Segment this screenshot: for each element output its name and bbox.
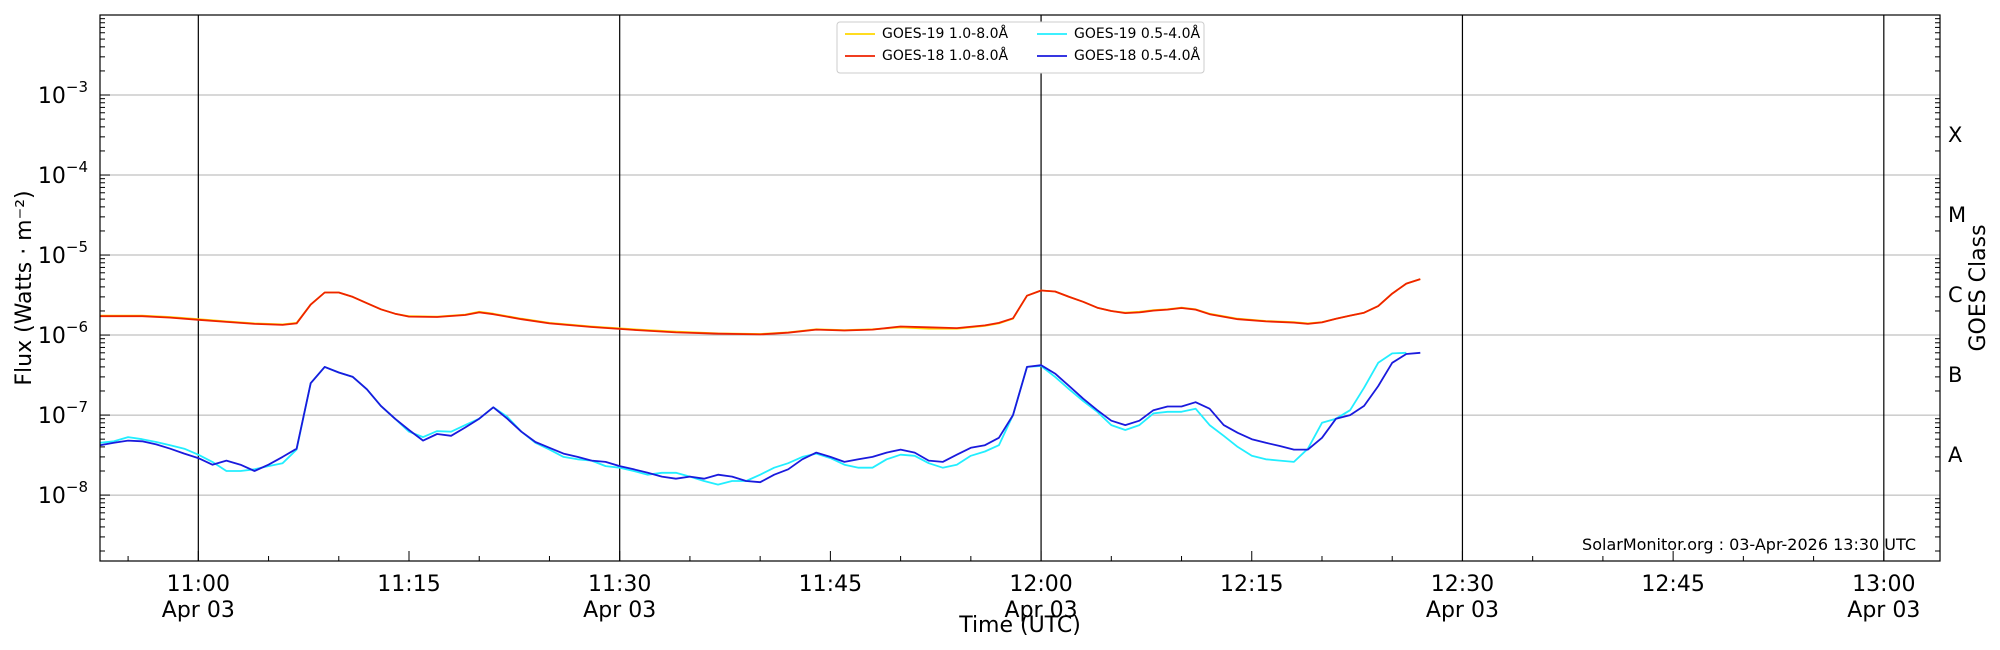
x-tick-date-label: Apr 03 [1847, 598, 1920, 623]
goes-class-label: C [1948, 283, 1963, 307]
y-tick-base: 10 [38, 404, 66, 429]
x-tick-label: 13:00 [1852, 572, 1915, 597]
y-tick-label: 10−7 [38, 398, 88, 429]
y-axis-title: Flux (Watts · m⁻²) [12, 190, 37, 385]
legend-entries: GOES-19 1.0-8.0Å GOES-18 1.0-8.0Å GOES-19 … [845, 25, 1200, 64]
legend-box [836, 21, 1205, 74]
y-tick-exponent: −4 [66, 158, 88, 176]
y-tick-base: 10 [38, 324, 66, 349]
goes-class-label: M [1948, 203, 1966, 227]
y-tick-label: 10−8 [38, 478, 88, 509]
series-line-3 [99, 351, 1407, 486]
series-line-2 [100, 278, 1421, 336]
y-tick-exponent: −3 [66, 78, 88, 96]
y-tick-label: 10−5 [38, 238, 88, 269]
series-line-4 [99, 351, 1421, 484]
credit-text: SolarMonitor.org : 03-Apr-2026 13:30 UTC [1582, 535, 1916, 554]
legend-label: GOES-18 1.0-8.0Å [882, 47, 1008, 64]
x-axis-title: Time (UTC) [958, 613, 1081, 638]
x-tick-label: 11:00 [167, 572, 230, 597]
y-tick-base: 10 [38, 164, 66, 189]
x-tick-label: 11:30 [588, 572, 651, 597]
y-tick-label: 10−3 [38, 78, 88, 109]
legend: GOES-19 1.0-8.0Å GOES-18 1.0-8.0Å GOES-19 … [836, 21, 1205, 74]
x-tick-label: 12:30 [1431, 572, 1494, 597]
y-tick-exponent: −7 [66, 398, 88, 416]
y-tick-base: 10 [38, 84, 66, 109]
series-layer [99, 278, 1421, 486]
goes-class-label: X [1948, 123, 1962, 147]
goes-class-label: B [1948, 363, 1962, 387]
y-tick-base: 10 [38, 484, 66, 509]
right-axis-title: GOES Class [1966, 224, 1991, 351]
legend-label: GOES-18 0.5-4.0Å [1074, 47, 1200, 64]
x-tick-date-label: Apr 03 [583, 598, 656, 623]
y-tick-base: 10 [38, 244, 66, 269]
series-line-1 [100, 278, 1421, 335]
plot-frame [99, 14, 1941, 562]
goes-class-label: A [1948, 443, 1963, 467]
y-tick-label: 10−4 [38, 158, 88, 189]
x-tick-label: 12:00 [1009, 572, 1072, 597]
x-tick-label: 11:45 [799, 572, 862, 597]
x-tick-date-label: Apr 03 [1005, 598, 1078, 623]
legend-label: GOES-19 1.0-8.0Å [882, 25, 1008, 42]
x-tick-label: 12:45 [1641, 572, 1704, 597]
goes-class-labels: A B C M X [1948, 123, 1966, 467]
y-axis-ticks: 10−810−710−610−510−410−3 [38, 18, 1940, 552]
y-tick-label: 10−6 [38, 318, 88, 349]
y-tick-exponent: −5 [66, 238, 88, 256]
x-tick-date-label: Apr 03 [1426, 598, 1499, 623]
y-tick-exponent: −6 [66, 318, 88, 336]
grid-layer [100, 94, 1940, 496]
x-tick-label: 12:15 [1220, 572, 1283, 597]
y-tick-exponent: −8 [66, 478, 88, 496]
day-marker-lines [197, 15, 1885, 561]
x-tick-date-label: Apr 03 [162, 598, 235, 623]
x-tick-label: 11:15 [377, 572, 440, 597]
legend-label: GOES-19 0.5-4.0Å [1074, 25, 1200, 42]
